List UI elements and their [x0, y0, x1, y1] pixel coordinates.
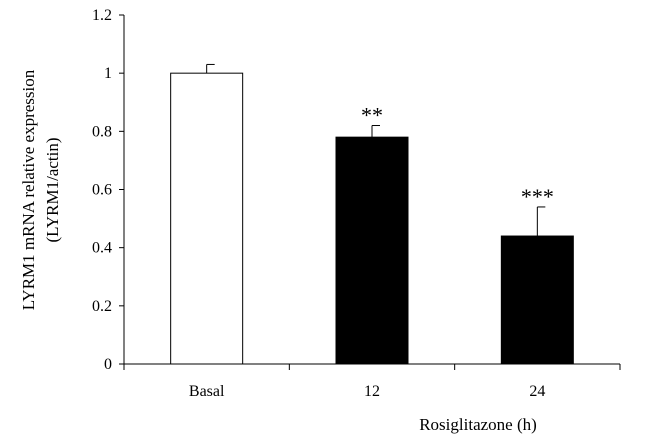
y-axis-label: LYRM1 mRNA relative expression (LYRM1/ac… [19, 69, 62, 310]
x-tick-label: 12 [364, 383, 380, 400]
y-axis-label-line-2: (LYRM1/actin) [43, 138, 62, 243]
y-tick-label: 1 [104, 65, 112, 82]
significance-marker: *** [521, 184, 554, 209]
bar-24 [500, 235, 574, 365]
y-tick-label: 0.4 [92, 240, 112, 257]
y-tick-label: 0.8 [92, 123, 112, 140]
x-tick-label: Basal [189, 383, 225, 400]
y-tick-label: 0 [104, 356, 112, 373]
y-axis-label-line-1: LYRM1 mRNA relative expression [19, 69, 38, 310]
y-tick-label: 0.6 [92, 182, 112, 199]
plot-area: 0 0.2 0.4 0.6 0.8 1 1.2 Basal ** 12 *** 24 [92, 7, 621, 400]
x-axis-label: Rosiglitazone (h) [419, 415, 537, 434]
x-tick-label: 24 [529, 383, 545, 400]
y-tick-label: 0.2 [92, 298, 112, 315]
bar-basal [170, 72, 244, 365]
significance-marker: ** [361, 103, 383, 128]
y-tick-label: 1.2 [92, 7, 112, 24]
bar-12 [335, 136, 409, 365]
